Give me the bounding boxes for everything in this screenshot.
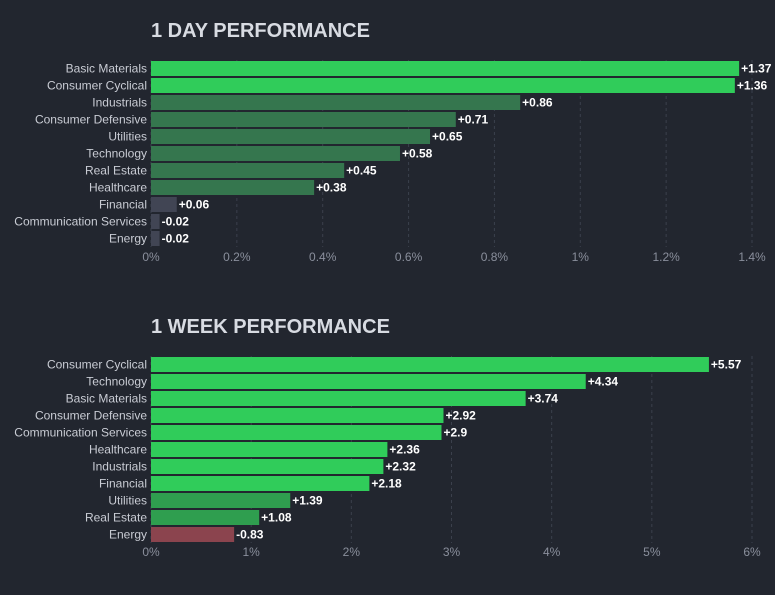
week-category-label: Healthcare (89, 443, 147, 457)
week-bar[interactable] (151, 408, 444, 423)
day-value-label: +1.36 (737, 79, 768, 93)
week-x-tick-label: 4% (543, 545, 561, 559)
day-bar[interactable] (151, 146, 400, 161)
day-value-label: +0.86 (522, 96, 553, 110)
week-bar[interactable] (151, 476, 370, 491)
week-category-label: Industrials (92, 460, 147, 474)
week-value-label: +2.32 (385, 460, 416, 474)
week-bar[interactable] (151, 374, 586, 389)
day-value-label: +0.45 (346, 164, 377, 178)
week-x-tick-label: 3% (443, 545, 461, 559)
week-value-label: +2.9 (443, 426, 467, 440)
day-chart-title: 1 DAY PERFORMANCE (151, 20, 370, 42)
day-bar[interactable] (151, 112, 456, 127)
day-category-label: Utilities (108, 130, 147, 144)
day-bar[interactable] (151, 95, 521, 110)
day-bar[interactable] (151, 163, 345, 178)
week-x-tick-label: 5% (643, 545, 661, 559)
day-x-tick-label: 0.8% (481, 250, 509, 264)
week-bar[interactable] (151, 391, 526, 406)
week-bar[interactable] (151, 459, 384, 474)
week-category-label: Utilities (108, 494, 147, 508)
week-bar[interactable] (151, 493, 291, 508)
day-x-tick-label: 1% (572, 250, 590, 264)
day-bar[interactable] (151, 129, 431, 144)
week-bar[interactable] (151, 527, 235, 542)
week-bar[interactable] (151, 442, 388, 457)
day-value-label: +0.71 (458, 113, 489, 127)
day-bar[interactable] (151, 180, 315, 195)
week-value-label: -0.83 (236, 528, 264, 542)
day-category-label: Real Estate (85, 164, 147, 178)
week-x-tick-label: 1% (242, 545, 260, 559)
week-category-label: Communication Services (14, 426, 147, 440)
day-value-label: -0.02 (162, 215, 190, 229)
day-category-label: Basic Materials (66, 62, 147, 76)
day-x-tick-label: 1.2% (652, 250, 680, 264)
week-category-label: Technology (86, 375, 147, 389)
day-x-tick-label: 0.6% (395, 250, 423, 264)
day-category-label: Industrials (92, 96, 147, 110)
day-category-label: Energy (109, 232, 147, 246)
day-x-tick-label: 0% (142, 250, 160, 264)
week-bar[interactable] (151, 357, 709, 372)
week-value-label: +4.34 (588, 375, 619, 389)
week-value-label: +2.36 (389, 443, 420, 457)
week-value-label: +1.08 (261, 511, 292, 525)
week-category-label: Consumer Cyclical (47, 358, 147, 372)
day-category-label: Technology (86, 147, 147, 161)
week-x-tick-label: 6% (743, 545, 761, 559)
week-value-label: +2.18 (371, 477, 402, 491)
day-bar[interactable] (151, 214, 160, 229)
day-category-label: Consumer Cyclical (47, 79, 147, 93)
week-value-label: +2.92 (445, 409, 476, 423)
day-category-label: Communication Services (14, 215, 147, 229)
week-bar[interactable] (151, 510, 260, 525)
day-value-label: -0.02 (162, 232, 190, 246)
day-value-label: +0.65 (432, 130, 463, 144)
day-bar[interactable] (151, 61, 740, 76)
week-category-label: Financial (99, 477, 147, 491)
day-category-label: Healthcare (89, 181, 147, 195)
day-x-tick-label: 1.4% (738, 250, 766, 264)
day-value-label: +1.37 (741, 62, 772, 76)
day-value-label: +0.38 (316, 181, 347, 195)
week-bar[interactable] (151, 425, 442, 440)
week-x-tick-label: 0% (142, 545, 160, 559)
day-bar[interactable] (151, 78, 735, 93)
week-category-label: Basic Materials (66, 392, 147, 406)
day-category-label: Financial (99, 198, 147, 212)
week-value-label: +3.74 (528, 392, 559, 406)
day-bar[interactable] (151, 231, 160, 246)
day-performance-chart: 1 DAY PERFORMANCE 0% 0.2% 0.4% 0.6% 0.8% 1% 1.… (14, 20, 772, 264)
day-category-label: Consumer Defensive (35, 113, 147, 127)
day-value-label: +0.06 (179, 198, 210, 212)
week-category-label: Energy (109, 528, 147, 542)
day-bar[interactable] (151, 197, 177, 212)
week-x-tick-label: 2% (343, 545, 361, 559)
week-performance-chart: 1 WEEK PERFORMANCE 0% 1% 2% 3% 4% 5% 6% Consume… (14, 316, 761, 559)
day-x-tick-label: 0.4% (309, 250, 337, 264)
day-value-label: +0.58 (402, 147, 433, 161)
week-category-label: Consumer Defensive (35, 409, 147, 423)
day-x-tick-label: 0.2% (223, 250, 251, 264)
week-chart-title: 1 WEEK PERFORMANCE (151, 316, 390, 338)
week-category-label: Real Estate (85, 511, 147, 525)
week-value-label: +1.39 (292, 494, 323, 508)
week-value-label: +5.57 (711, 358, 742, 372)
